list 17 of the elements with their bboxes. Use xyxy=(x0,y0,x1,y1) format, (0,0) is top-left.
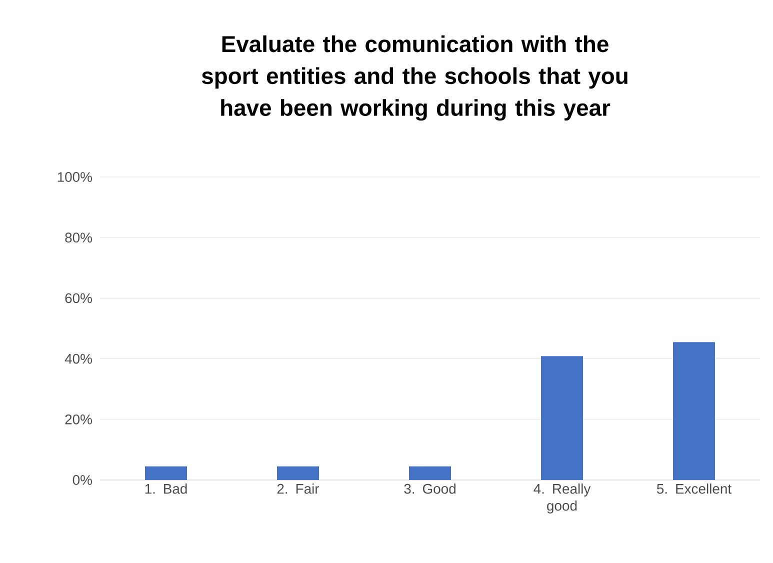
y-tick-label: 0% xyxy=(72,475,92,485)
bar xyxy=(277,466,319,480)
y-tick-label: 40% xyxy=(64,354,92,364)
bar xyxy=(145,466,187,480)
x-tick-label: 1. Bad xyxy=(145,484,187,494)
y-tick-label: 80% xyxy=(65,232,92,243)
x-tick-label: 5. Excellent xyxy=(656,484,732,494)
y-tick-label: 20% xyxy=(65,414,92,424)
bar xyxy=(541,356,584,480)
bar xyxy=(673,342,716,480)
y-tick-label: 60% xyxy=(65,293,92,304)
bar xyxy=(409,466,452,480)
y-tick-label: 100% xyxy=(58,172,92,182)
chart-title: Evaluate the comunication with the sport entities and the schools that you have been working during this year xyxy=(202,35,628,121)
x-tick-label: 2. Fair xyxy=(277,484,320,494)
x-tick-label: 3. Good xyxy=(404,484,456,494)
x-tick-label: 4. Really good xyxy=(534,484,591,514)
